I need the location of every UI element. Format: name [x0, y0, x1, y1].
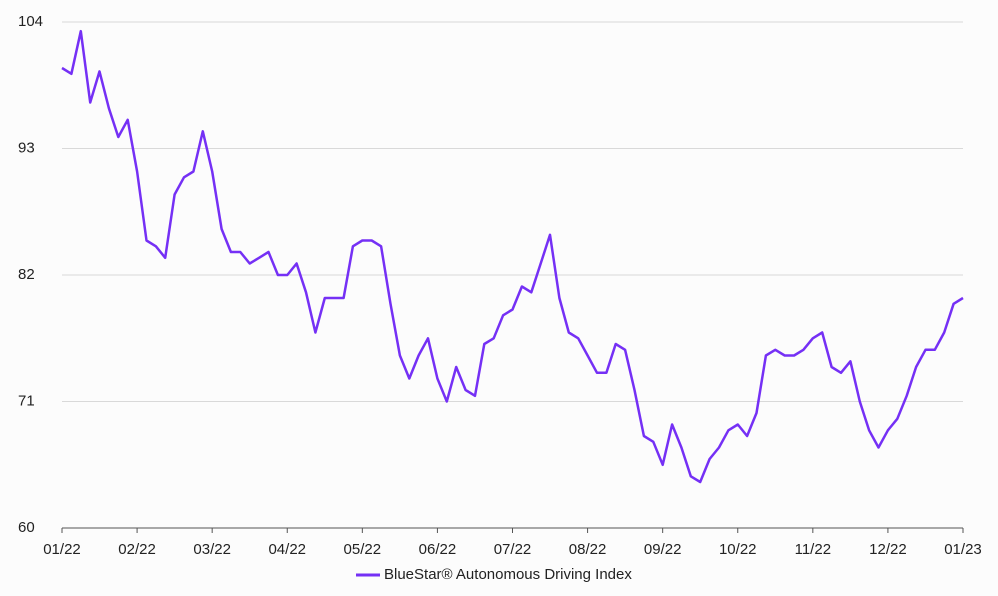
x-tick-label: 02/22 [118, 541, 156, 558]
y-tick-label: 104 [18, 13, 43, 30]
x-tick-label: 03/22 [193, 541, 231, 558]
x-tick-label: 01/23 [944, 541, 982, 558]
x-tick-label: 04/22 [268, 541, 306, 558]
y-tick-label: 60 [18, 519, 35, 536]
x-tick-label: 09/22 [644, 541, 682, 558]
legend-label: BlueStar® Autonomous Driving Index [384, 566, 632, 583]
x-tick-label: 05/22 [344, 541, 382, 558]
x-tick-label: 06/22 [419, 541, 457, 558]
x-tick-label: 10/22 [719, 541, 757, 558]
x-tick-label: 07/22 [494, 541, 532, 558]
line-series [61, 29, 964, 484]
y-tick-label: 93 [18, 139, 35, 156]
y-tick-label: 71 [18, 392, 35, 409]
x-tick-label: 11/22 [795, 541, 831, 558]
x-tick-label: 12/22 [869, 541, 907, 558]
x-tick-label: 01/22 [43, 541, 81, 558]
y-tick-label: 82 [18, 266, 35, 283]
x-tick-label: 08/22 [569, 541, 607, 558]
